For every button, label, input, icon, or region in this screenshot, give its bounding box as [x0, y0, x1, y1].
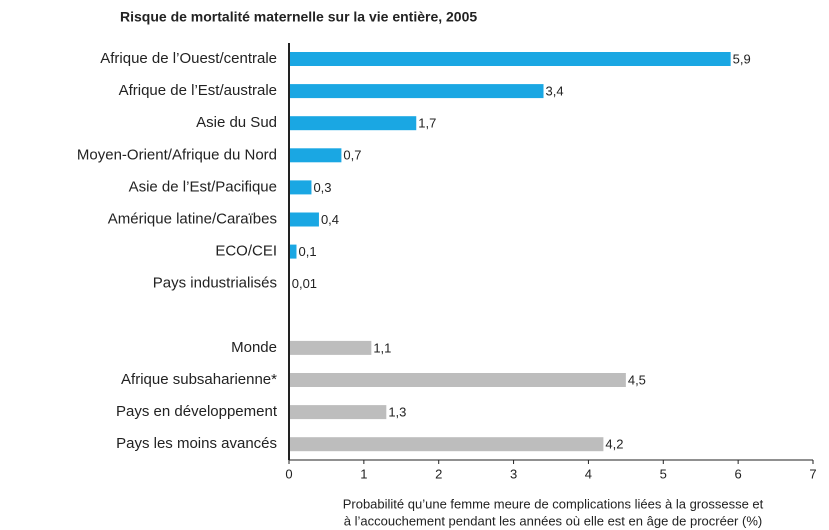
value-label: 4,2	[605, 437, 623, 452]
y-tick-label: Asie de l’Est/Pacifique	[129, 178, 277, 195]
value-label: 0,7	[343, 148, 361, 163]
y-tick-label: Moyen-Orient/Afrique du Nord	[77, 146, 277, 163]
bar	[289, 405, 387, 420]
value-label: 0,4	[321, 212, 339, 227]
bar	[289, 84, 544, 99]
y-tick-label: Asie du Sud	[196, 114, 277, 131]
x-tick-label: 7	[809, 466, 816, 481]
x-axis-label: à l’accouchement pendant les années où e…	[344, 513, 762, 528]
value-label: 1,1	[373, 340, 391, 355]
x-tick-label: 2	[435, 466, 442, 481]
value-label: 0,1	[298, 244, 316, 259]
bar	[289, 116, 417, 131]
y-tick-label: Amérique latine/Caraïbes	[108, 210, 277, 227]
bar	[289, 180, 312, 195]
y-tick-label: Monde	[231, 339, 277, 356]
y-tick-label: ECO/CEI	[215, 243, 277, 260]
value-label: 3,4	[546, 84, 564, 99]
bar	[289, 373, 626, 387]
y-tick-label: Afrique de l’Est/australe	[119, 82, 277, 99]
value-label: 1,7	[418, 116, 436, 131]
bar	[289, 437, 604, 452]
x-tick-label: 5	[660, 466, 667, 481]
x-tick-label: 3	[510, 466, 517, 481]
bar	[289, 212, 319, 227]
value-label: 1,3	[388, 405, 406, 420]
y-tick-label: Pays industrialisés	[153, 275, 277, 292]
y-tick-label: Afrique subsaharienne*	[121, 371, 277, 388]
y-tick-label: Pays les moins avancés	[116, 435, 277, 452]
value-label: 4,5	[628, 372, 646, 387]
x-axis-label: Probabilité qu’une femme meure de compli…	[343, 496, 764, 511]
y-tick-label: Afrique de l’Ouest/centrale	[100, 50, 277, 67]
value-label: 0,01	[292, 276, 317, 291]
bar	[289, 148, 342, 163]
y-tick-label: Pays en développement	[116, 403, 278, 420]
value-label: 5,9	[733, 51, 751, 66]
bar	[289, 244, 297, 259]
x-tick-label: 0	[285, 466, 292, 481]
chart-title: Risque de mortalité maternelle sur la vi…	[120, 9, 477, 25]
value-label: 0,3	[313, 180, 331, 195]
x-tick-label: 6	[735, 466, 742, 481]
x-tick-label: 4	[585, 466, 592, 481]
bar	[289, 52, 731, 66]
x-tick-label: 1	[360, 466, 367, 481]
bar	[289, 340, 372, 355]
